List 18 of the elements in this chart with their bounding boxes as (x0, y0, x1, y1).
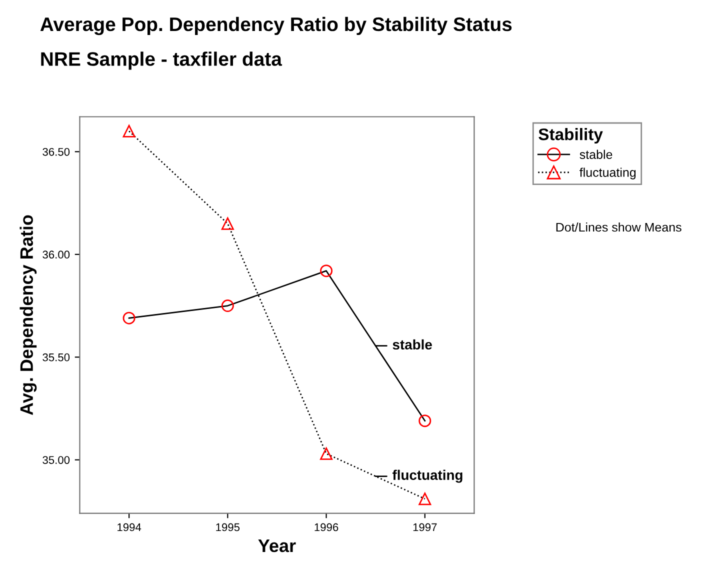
legend-title: Stability (538, 128, 603, 144)
x-tick-label: 1996 (314, 523, 338, 532)
y-tick-label: 36.50 (42, 148, 70, 156)
chart-subtitle: NRE Sample - taxfiler data (41, 52, 282, 70)
annotation: stable (392, 339, 432, 350)
chart-title: Average Pop. Dependency Ratio by Stability Status (40, 16, 512, 36)
annotation: fluctuating (392, 470, 462, 483)
y-axis-title: Avg. Dependency Ratio (20, 215, 37, 416)
x-tick-label: 1994 (118, 523, 142, 532)
legend-label: stable (580, 150, 612, 159)
x-tick-label: 1995 (216, 523, 240, 532)
y-tick-label: 35.50 (42, 353, 70, 362)
x-axis-title: Year (258, 540, 296, 552)
y-tick-label: 35.00 (42, 456, 70, 464)
y-tick-label: 36.00 (42, 250, 70, 259)
x-tick-label: 1997 (413, 523, 437, 532)
text: Dot/Lines show Means (556, 222, 682, 232)
legend-label: fluctuating (580, 168, 636, 180)
